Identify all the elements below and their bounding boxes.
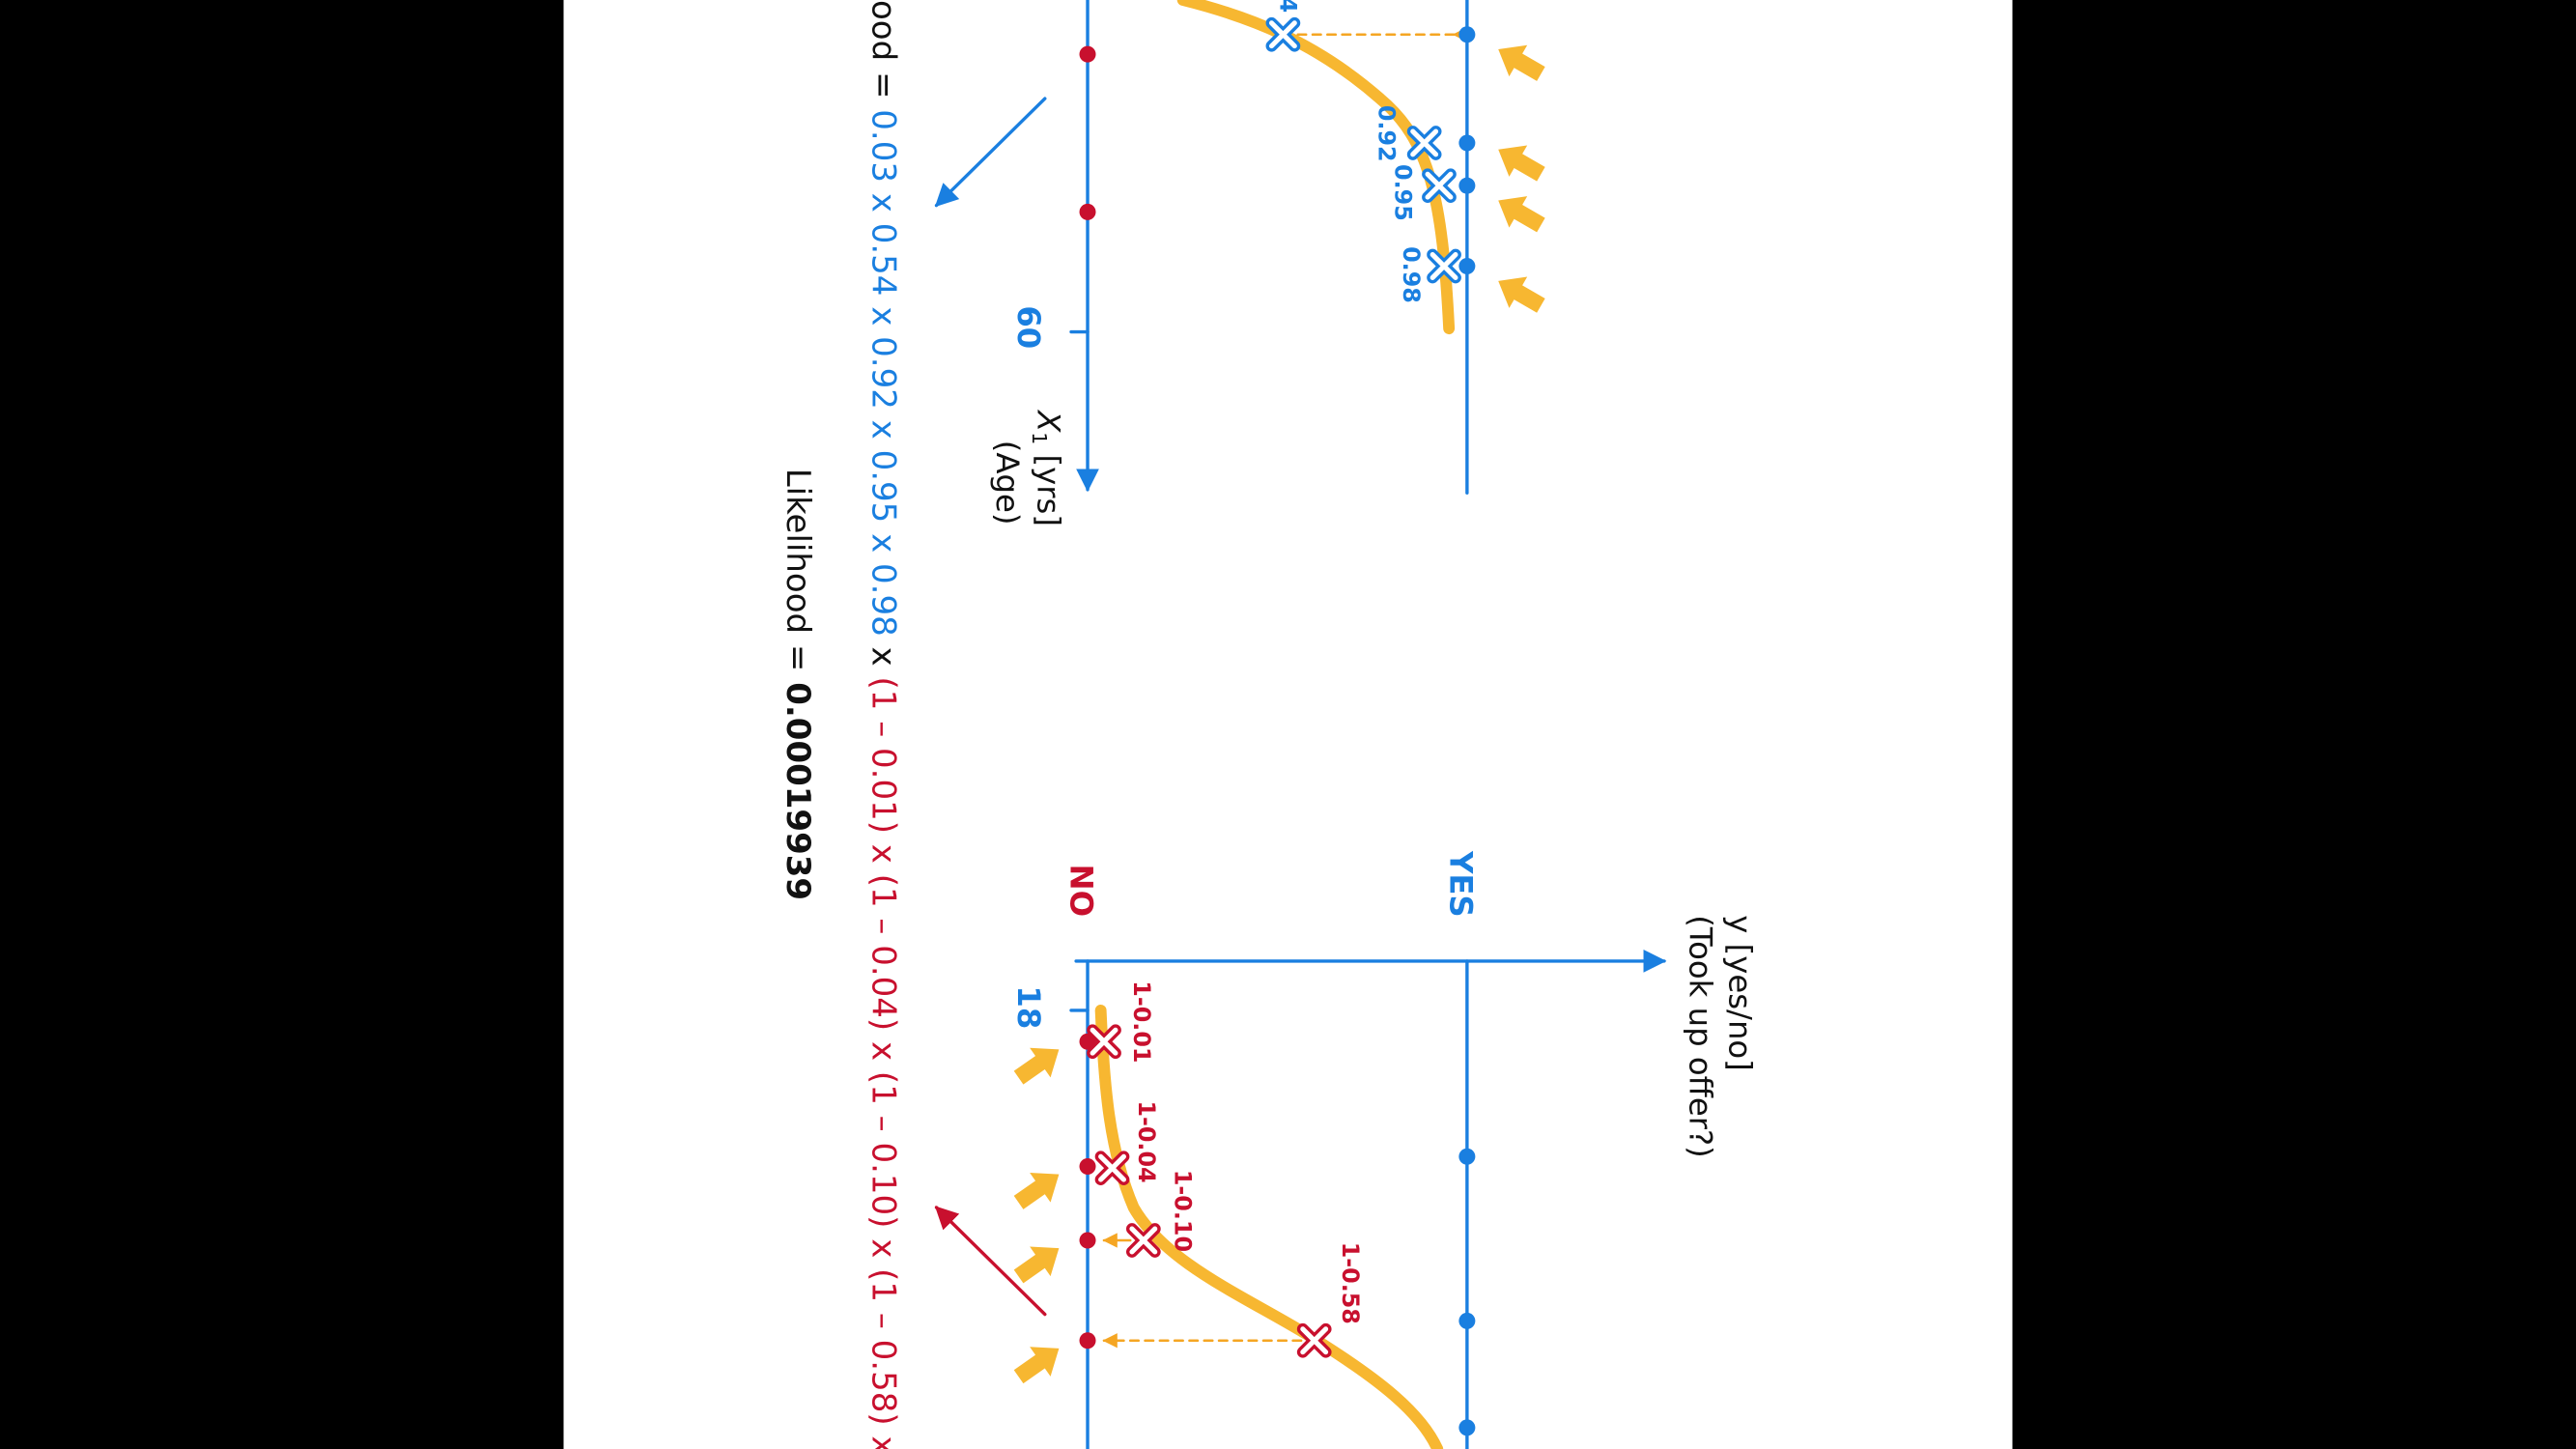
diagram [934,0,1667,1449]
sigmoid-curve [1176,0,1456,335]
x-markers [1087,16,1461,1358]
no-dots [1079,45,1096,1350]
prob-label: 0.98 [1398,246,1425,303]
left-bar [0,0,564,1449]
result-label: Likelihood = [778,469,817,683]
labels: y [yes/no] (Took up offer?) YES NO 60 18… [778,0,1758,1449]
x-axis-var: X [1031,409,1067,433]
result-value: 0.00019939 [778,682,817,900]
x-marker [1268,20,1297,49]
pointer-arrow [934,1206,1047,1317]
pointer-arrow [934,97,1047,208]
x-axis-sub: 1 [1028,432,1051,444]
x-marker [1300,1326,1329,1355]
formula-joiner: x [864,637,903,677]
formula-no: (1 – 0.01) x (1 – 0.04) x (1 – 0.10) x (… [864,677,903,1449]
prob-label: 1-0.58 [1337,1242,1364,1324]
x-marker [1129,1226,1158,1255]
yes-label: YES [1442,850,1479,918]
prob-label: 0.92 [1373,105,1400,162]
prob-label: 1-0.10 [1169,1170,1196,1252]
no-prob-labels: 1-0.01 1-0.04 1-0.10 1-0.58 [1128,980,1364,1324]
tick-label: 60 [1010,305,1047,349]
no-label: NO [1063,865,1100,918]
x-marker [1090,1027,1118,1056]
x-axis-sublabel: (Age) [989,440,1026,526]
x-marker [1410,128,1439,157]
x-marker [1425,171,1454,200]
prob-label: 1-0.01 [1128,980,1155,1063]
yes-dots [1458,26,1476,1436]
formula-prefix: ood = [864,0,903,109]
prob-label: 0.95 [1389,164,1416,221]
y-axis-label: y [yes/no] [1721,915,1758,1071]
result: Likelihood = 0.00019939 [778,469,817,900]
right-bar [2012,0,2576,1449]
prob-label: 1-0.04 [1133,1100,1160,1182]
formula-yes: 0.03 x 0.54 x 0.92 x 0.95 x 0.98 [864,109,903,636]
tick-label: 18 [1010,985,1047,1029]
y-axis-sublabel: (Took up offer?) [1683,915,1719,1157]
x-marker [1098,1153,1126,1182]
yes-prob-labels: 4 0.92 0.95 0.98 [1274,0,1425,303]
canvas [563,0,2013,1449]
formula: ood = 0.03 x 0.54 x 0.92 x 0.95 x 0.98 x… [864,0,903,1449]
x-axis-label: X1 [yrs] [1028,409,1067,526]
prob-label: 4 [1274,0,1301,13]
sigmoid-curve [1094,1004,1444,1449]
x-marker [1430,252,1458,280]
x-axis-unit: [yrs] [1031,444,1067,526]
